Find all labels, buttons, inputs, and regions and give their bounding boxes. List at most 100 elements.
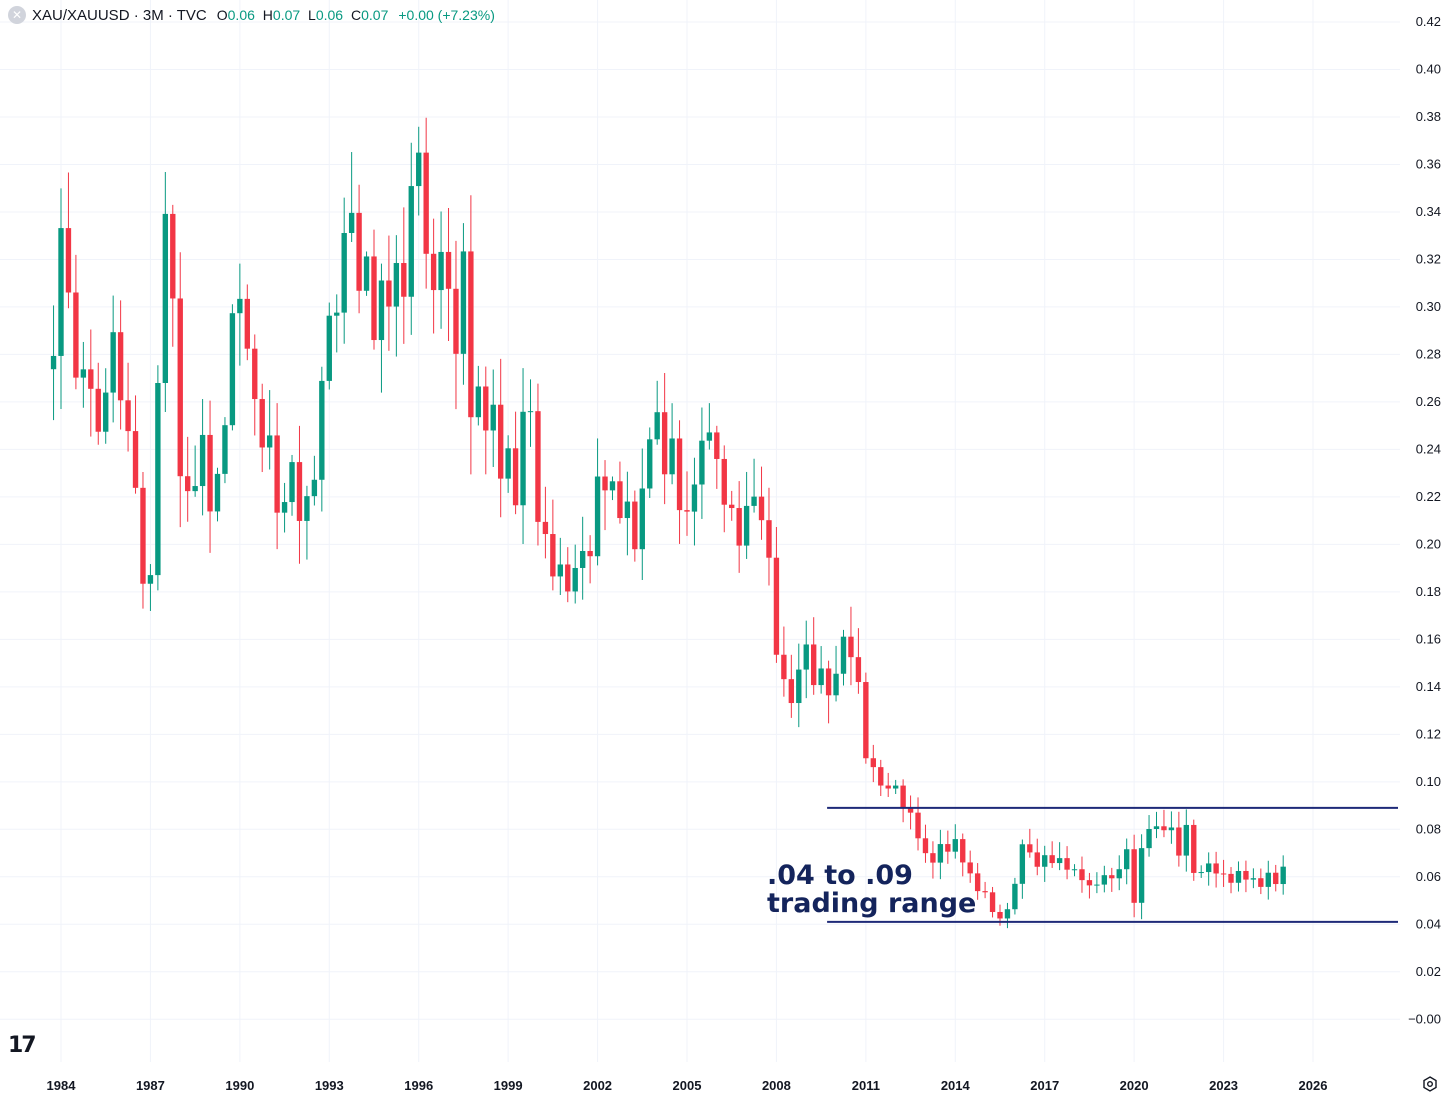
candle[interactable] xyxy=(1205,852,1212,886)
candle[interactable] xyxy=(50,305,57,421)
candle[interactable] xyxy=(1079,856,1085,893)
candle[interactable] xyxy=(259,383,265,473)
candle[interactable] xyxy=(654,380,660,445)
candle[interactable] xyxy=(982,881,988,899)
candle[interactable] xyxy=(341,197,347,344)
candle[interactable] xyxy=(155,365,161,591)
candle[interactable] xyxy=(207,400,213,553)
candle[interactable] xyxy=(1161,809,1167,838)
candle[interactable] xyxy=(527,379,534,447)
candle[interactable] xyxy=(1176,811,1182,867)
candle[interactable] xyxy=(1109,867,1115,892)
candle[interactable] xyxy=(945,830,951,864)
candle[interactable] xyxy=(386,235,392,351)
range-lines[interactable] xyxy=(827,806,1398,923)
candle[interactable] xyxy=(416,126,422,216)
candle[interactable] xyxy=(669,403,675,485)
candle[interactable] xyxy=(334,294,340,353)
candle[interactable] xyxy=(788,654,795,718)
candle[interactable] xyxy=(356,184,362,314)
candle[interactable] xyxy=(1138,834,1145,920)
candle[interactable] xyxy=(647,427,653,498)
candle[interactable] xyxy=(348,152,355,242)
candle[interactable] xyxy=(281,482,288,533)
candle[interactable] xyxy=(915,797,921,851)
candle[interactable] xyxy=(438,211,444,329)
candle[interactable] xyxy=(855,628,862,694)
candle[interactable] xyxy=(237,263,243,366)
candle[interactable] xyxy=(483,366,489,475)
candle[interactable] xyxy=(721,445,727,533)
candle[interactable] xyxy=(773,526,780,663)
candle[interactable] xyxy=(177,252,183,528)
candle[interactable] xyxy=(907,795,914,830)
candle[interactable] xyxy=(214,467,221,522)
candle[interactable] xyxy=(870,744,876,783)
candle[interactable] xyxy=(878,759,884,796)
candle[interactable] xyxy=(1116,855,1122,891)
candle[interactable] xyxy=(1012,877,1018,915)
candle[interactable] xyxy=(125,362,131,452)
candle[interactable] xyxy=(311,455,318,506)
candle[interactable] xyxy=(1086,872,1093,899)
candle[interactable] xyxy=(550,499,556,591)
candle[interactable] xyxy=(445,208,452,342)
candle[interactable] xyxy=(520,368,526,545)
candle[interactable] xyxy=(1071,864,1078,877)
candle[interactable] xyxy=(542,486,549,559)
candle[interactable] xyxy=(103,368,109,444)
candle[interactable] xyxy=(840,629,847,686)
candle[interactable] xyxy=(304,485,310,560)
candle[interactable] xyxy=(706,403,713,450)
candle[interactable] xyxy=(1168,811,1175,844)
candle[interactable] xyxy=(1027,828,1033,858)
candle[interactable] xyxy=(1101,865,1108,893)
candle[interactable] xyxy=(252,334,258,436)
candle[interactable] xyxy=(751,458,757,513)
candle[interactable] xyxy=(594,438,601,566)
candle[interactable] xyxy=(185,436,191,522)
candle[interactable] xyxy=(1049,841,1055,868)
candle[interactable] xyxy=(371,229,377,350)
candle[interactable] xyxy=(162,171,169,412)
candle[interactable] xyxy=(512,411,519,515)
candle[interactable] xyxy=(892,779,899,794)
candle[interactable] xyxy=(758,466,765,540)
candle[interactable] xyxy=(140,471,146,609)
candle[interactable] xyxy=(766,487,772,586)
candle[interactable] xyxy=(1228,867,1234,894)
candle[interactable] xyxy=(736,481,742,573)
candle[interactable] xyxy=(587,535,593,584)
candle[interactable] xyxy=(296,425,303,564)
candle[interactable] xyxy=(505,435,511,493)
candle[interactable] xyxy=(818,646,824,694)
candle[interactable] xyxy=(974,863,981,900)
candle[interactable] xyxy=(110,295,116,423)
candle[interactable] xyxy=(617,461,623,524)
candle[interactable] xyxy=(1220,859,1227,887)
candle[interactable] xyxy=(863,672,869,764)
candle[interactable] xyxy=(65,172,72,309)
candle[interactable] xyxy=(1243,860,1249,893)
close-icon[interactable]: ✕ xyxy=(8,6,26,24)
candle[interactable] xyxy=(192,445,198,497)
candle[interactable] xyxy=(661,372,668,505)
candle[interactable] xyxy=(229,304,236,431)
candle[interactable] xyxy=(88,329,94,437)
candle[interactable] xyxy=(363,251,370,296)
candle[interactable] xyxy=(691,457,698,546)
candle[interactable] xyxy=(1019,839,1026,899)
candle[interactable] xyxy=(430,218,437,334)
candle[interactable] xyxy=(319,366,325,512)
candle[interactable] xyxy=(1198,865,1204,878)
candle[interactable] xyxy=(274,403,280,550)
candle[interactable] xyxy=(609,476,616,501)
candle[interactable] xyxy=(602,460,608,531)
candle[interactable] xyxy=(930,841,936,879)
candle[interactable] xyxy=(624,471,631,556)
candle[interactable] xyxy=(460,223,467,385)
candle[interactable] xyxy=(639,448,645,580)
candle[interactable] xyxy=(535,383,541,546)
candle[interactable] xyxy=(1124,838,1130,885)
candle[interactable] xyxy=(147,564,154,611)
